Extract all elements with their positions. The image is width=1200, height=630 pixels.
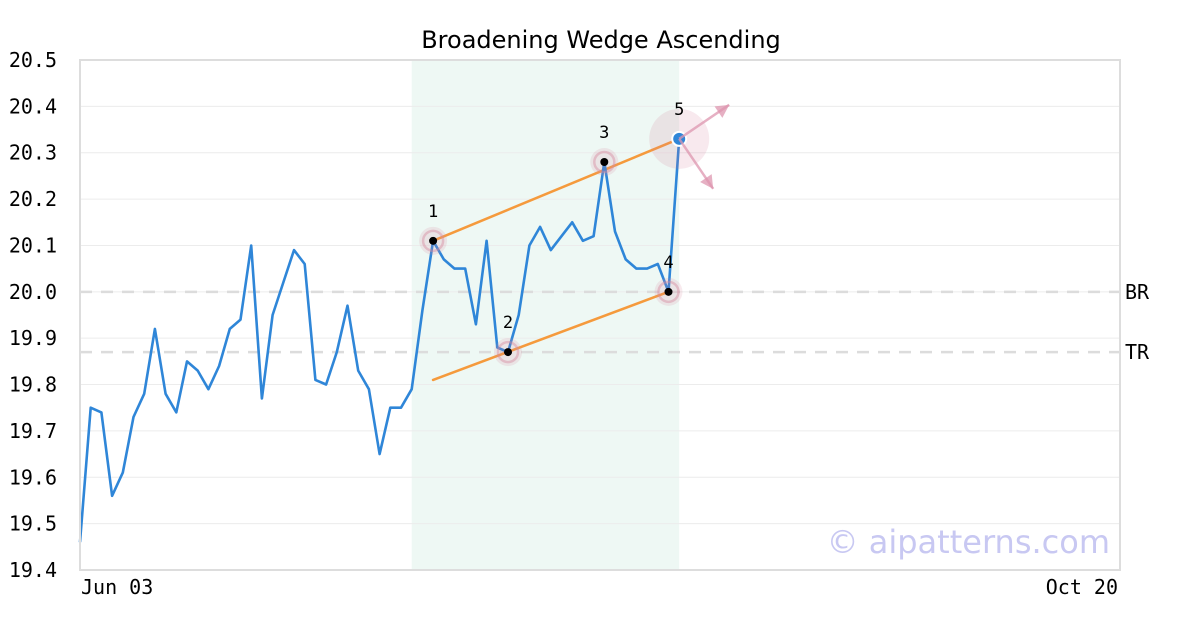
- pivot-point: [664, 287, 673, 296]
- price-line: [78, 138, 681, 543]
- x-tick-start: Jun 03: [81, 575, 153, 599]
- trendline-lower: [431, 290, 670, 382]
- pivot-ring: [593, 150, 616, 174]
- y-tick-label: 19.7: [9, 419, 57, 443]
- pattern-region: [411, 60, 680, 570]
- pivot-label: 5: [674, 100, 684, 120]
- y-axis: 19.4 19.5 19.6 19.7 19.8 19.9 20.0 20.1 20.2 20.3…: [9, 48, 57, 582]
- y-tick-label: 20.1: [9, 233, 57, 257]
- pivot-label: 4: [663, 253, 673, 273]
- x-tick-end: Oct 20: [1046, 575, 1118, 599]
- pivot-ring: [657, 280, 680, 304]
- trendline-upper: [431, 137, 681, 243]
- y-tick-label: 19.6: [9, 465, 57, 489]
- plot-frame: [79, 59, 1121, 571]
- y-tick-label: 20.3: [9, 141, 57, 165]
- pivot-ring: [421, 229, 445, 253]
- y-tick-label: 19.9: [9, 326, 57, 350]
- y-tick-label: 20.5: [9, 48, 57, 72]
- pivot-points: 1 2 3 4 5: [419, 100, 710, 367]
- arrow-head: [714, 104, 730, 118]
- y-tick-label: 20.0: [9, 280, 57, 304]
- watermark: © aipatterns.com: [827, 523, 1110, 561]
- pivot-label: 1: [428, 202, 438, 222]
- arrow-head: [700, 174, 714, 189]
- y-tick-label: 19.4: [9, 558, 57, 582]
- breakout-arrows: [678, 103, 730, 190]
- pivot-point: [429, 236, 438, 245]
- pivot-label: 3: [599, 123, 609, 143]
- chart-title: Broadening Wedge Ascending: [421, 26, 781, 54]
- pivot-point: [600, 158, 609, 166]
- reference-label: BR: [1125, 280, 1150, 304]
- pivot-ring: [496, 340, 520, 364]
- trendlines: [431, 137, 681, 382]
- y-tick-label: 19.5: [9, 512, 57, 536]
- reference-label: TR: [1125, 340, 1150, 364]
- y-tick-label: 20.2: [9, 187, 57, 211]
- y-tick-label: 20.4: [9, 94, 57, 118]
- y-tick-label: 19.8: [9, 373, 57, 397]
- pivot-label: 2: [503, 313, 513, 333]
- pivot-point: [504, 348, 512, 357]
